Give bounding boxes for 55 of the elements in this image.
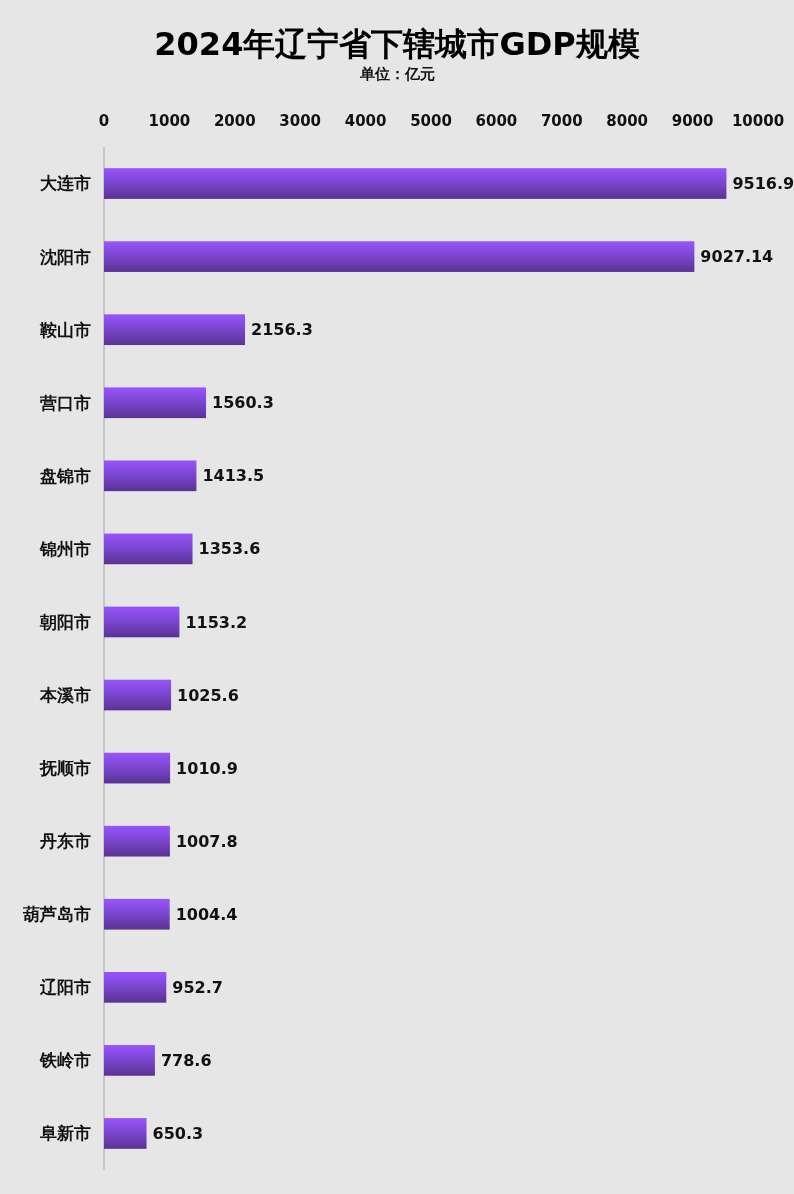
x-tick-label: 2000 — [213, 112, 256, 130]
y-tick-label: 葫芦岛市 — [22, 904, 91, 925]
bar — [104, 387, 207, 419]
data-label: 778.6 — [160, 1050, 212, 1070]
y-tick-label: 鞍山市 — [39, 319, 91, 340]
y-tick-label: 抚顺市 — [39, 758, 91, 779]
bar — [104, 971, 167, 1003]
x-tick-label: 0 — [98, 112, 110, 130]
bar — [104, 533, 193, 565]
y-tick-label: 阜新市 — [39, 1123, 91, 1144]
bar — [104, 460, 197, 492]
y-tick-label: 大连市 — [40, 173, 91, 194]
data-label: 1025.6 — [177, 685, 239, 705]
data-label: 1153.2 — [185, 612, 248, 632]
data-label: 1353.6 — [198, 539, 261, 559]
data-label: 1004.4 — [175, 904, 238, 924]
bar — [104, 241, 695, 272]
x-tick-label: 5000 — [410, 112, 452, 130]
y-tick-label: 营口市 — [39, 392, 91, 413]
bar — [104, 825, 170, 857]
bar — [104, 606, 180, 638]
x-tick-label: 7000 — [540, 112, 583, 130]
data-label: 1007.8 — [175, 831, 238, 851]
y-tick-label: 本溪市 — [39, 684, 91, 705]
data-label: 1560.3 — [212, 393, 274, 413]
x-tick-label: 10000 — [731, 112, 785, 130]
y-tick-label: 朝阳市 — [39, 611, 91, 632]
x-tick-label: 6000 — [475, 112, 518, 130]
chart-subtitle: 单位：亿元 — [358, 65, 435, 83]
data-label: 650.3 — [152, 1124, 204, 1144]
data-label: 2156.3 — [251, 320, 313, 340]
y-tick-label: 锦州市 — [39, 538, 91, 559]
y-tick-label: 铁岭市 — [39, 1050, 91, 1071]
x-tick-label: 8000 — [606, 112, 649, 130]
y-tick-label: 丹东市 — [39, 831, 91, 852]
bar — [104, 1045, 155, 1076]
bar — [104, 679, 172, 711]
x-tick-label: 9000 — [671, 112, 714, 130]
x-tick-label: 3000 — [279, 112, 322, 130]
bar — [104, 752, 171, 784]
x-tick-label: 1000 — [148, 112, 191, 130]
data-label: 9516.9 — [732, 174, 794, 194]
y-tick-label: 沈阳市 — [39, 246, 91, 267]
bar — [104, 314, 246, 346]
y-tick-label: 盘锦市 — [39, 465, 91, 486]
chart-title: 2024年辽宁省下辖城市GDP规模 — [154, 25, 640, 63]
data-label: 1413.5 — [202, 466, 265, 486]
bar — [104, 168, 727, 199]
bar — [104, 898, 170, 930]
data-label: 1010.9 — [176, 758, 238, 778]
y-tick-label: 辽阳市 — [39, 977, 91, 998]
data-label: 952.7 — [172, 977, 223, 997]
bar — [104, 1118, 147, 1149]
x-tick-label: 4000 — [344, 112, 387, 130]
data-label: 9027.14 — [700, 247, 774, 267]
